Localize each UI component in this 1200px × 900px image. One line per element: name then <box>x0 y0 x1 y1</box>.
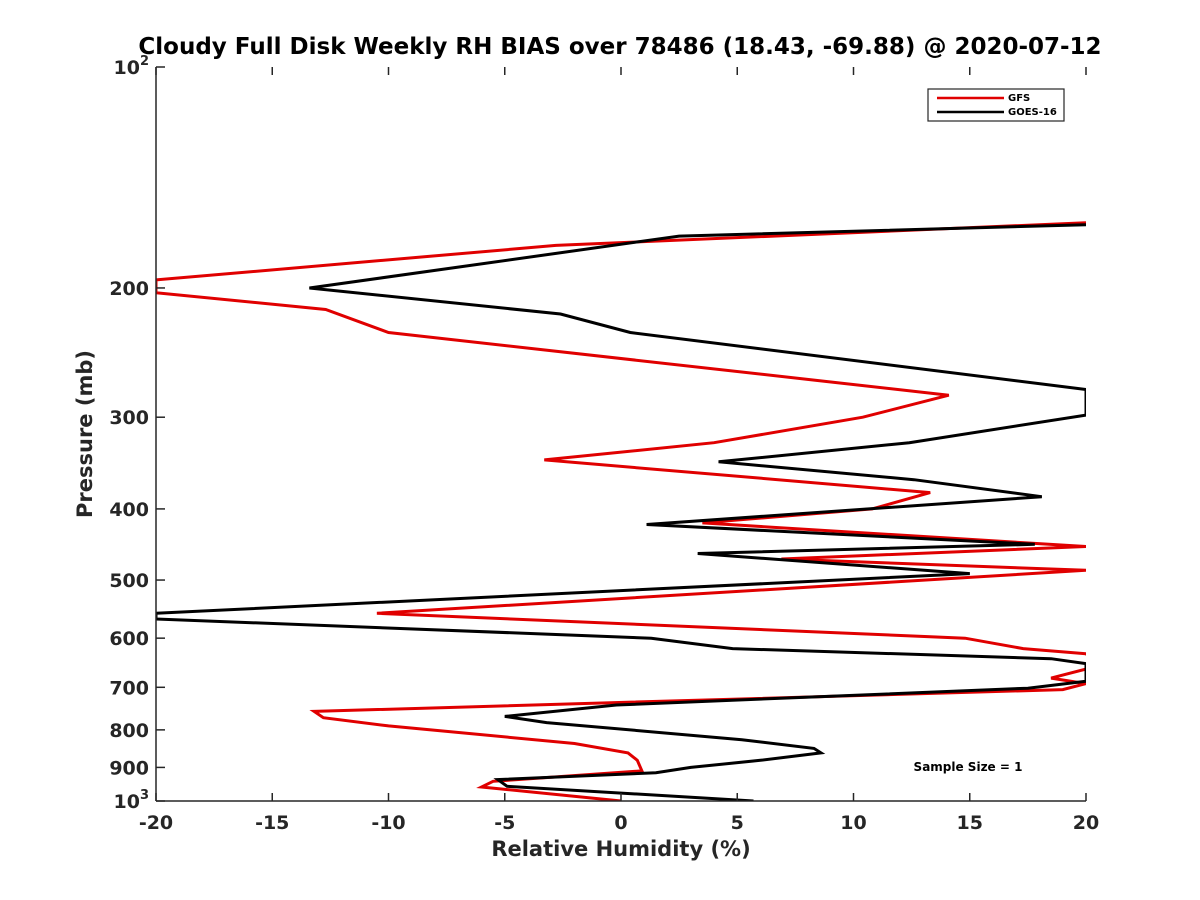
x-tick-label: 10 <box>840 812 866 834</box>
plot-area <box>156 221 1086 801</box>
series-line-goes16 <box>156 223 1086 801</box>
y-tick-label: 10 <box>114 791 140 813</box>
y-tick-exponent: 3 <box>140 788 149 803</box>
x-tick-label: -15 <box>255 812 289 834</box>
y-axis-label: Pressure (mb) <box>73 350 97 518</box>
y-tick-label: 700 <box>109 677 149 699</box>
legend: GFS GOES-16 <box>927 88 1065 122</box>
x-tick-label: 0 <box>614 812 627 834</box>
y-tick-label: 600 <box>109 628 149 650</box>
x-axis-label: Relative Humidity (%) <box>491 837 750 861</box>
y-tick-exponent: 2 <box>140 54 149 69</box>
x-tick-label: -10 <box>371 812 405 834</box>
tick-marks: -20 -15 -10 -5 0 5 10 15 20210200300400500600700… <box>109 54 1099 834</box>
y-tick-label: 200 <box>109 278 149 300</box>
sample-size-annotation: Sample Size = 1 <box>914 760 1023 774</box>
legend-label-gfs: GFS <box>1008 93 1030 104</box>
x-tick-label: 15 <box>957 812 983 834</box>
y-tick-label: 500 <box>109 570 149 592</box>
x-tick-label: 20 <box>1073 812 1099 834</box>
legend-box <box>927 88 1065 122</box>
y-tick-label: 800 <box>109 720 149 742</box>
x-tick-label: 5 <box>731 812 744 834</box>
legend-label-goes16: GOES-16 <box>1008 107 1057 118</box>
y-tick-label: 400 <box>109 499 149 521</box>
x-tick-label: -5 <box>494 812 515 834</box>
series-line-gfs <box>156 221 1086 801</box>
y-tick-label: 900 <box>109 757 149 779</box>
chart-title: Cloudy Full Disk Weekly RH BIAS over 784… <box>138 34 1101 60</box>
y-tick-label: 300 <box>109 407 149 429</box>
x-tick-label: -20 <box>139 812 173 834</box>
y-tick-label: 10 <box>114 57 140 79</box>
